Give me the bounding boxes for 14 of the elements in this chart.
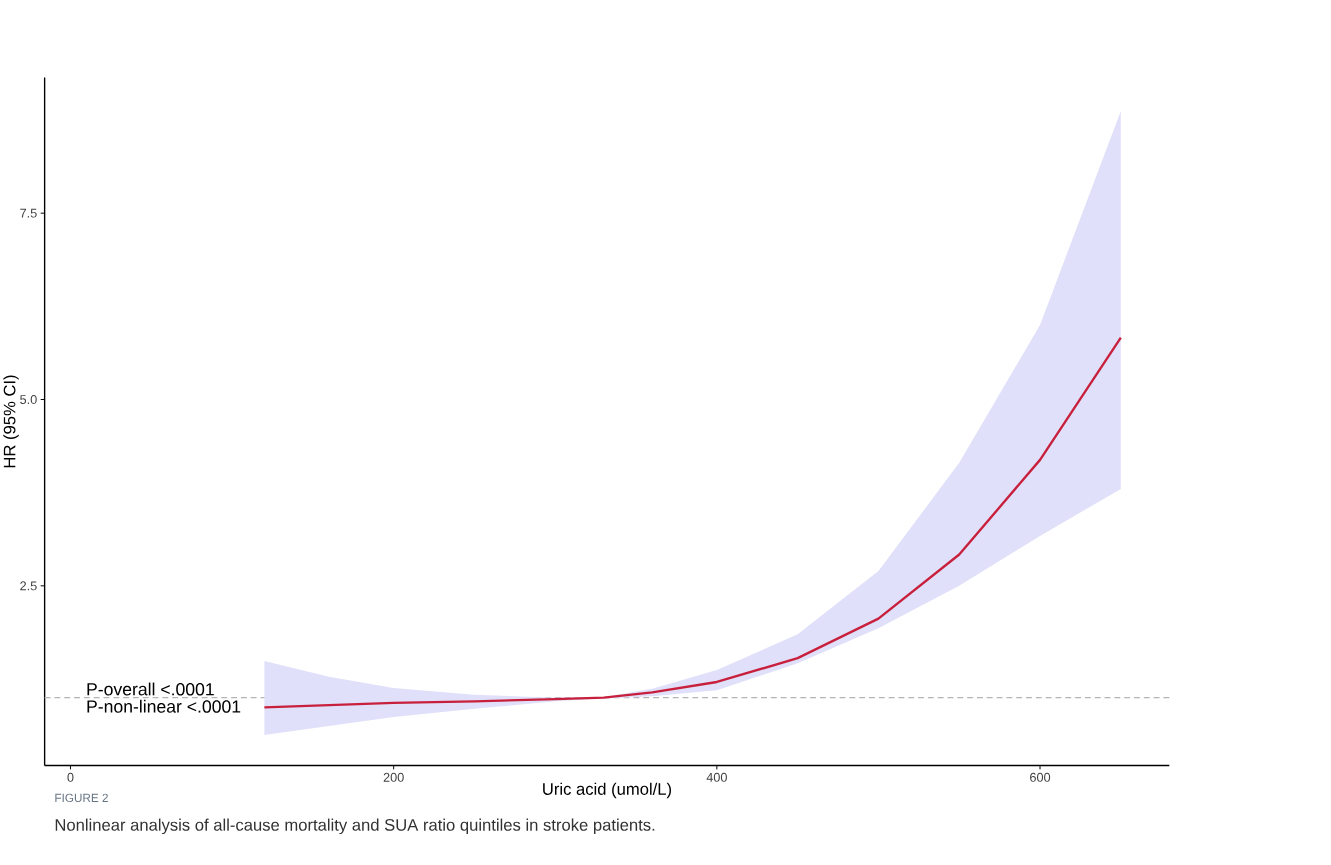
x-tick-label: 0 [67,773,74,783]
x-tick-label: 400 [706,773,727,783]
x-axis-title: Uric acid (umol/L) [543,782,672,799]
line-series [263,336,1122,709]
x-tick-label: 600 [1030,773,1051,783]
y-axis-title: HR (95% CI) [3,375,19,468]
annotation: P-non-linear <.0001 [87,699,241,713]
annotation: P-overall <.0001 [87,682,214,696]
text: Nonlinear analysis of all-cause mortality and SUA ratio quintiles in stroke patients. [55,818,655,835]
y-tick-label: 2.5 [20,581,37,591]
x-tick-label: 200 [383,773,404,783]
caption: FIGURE 2 [55,793,108,803]
y-tick-label: 5.0 [20,395,37,405]
y-tick-label: 7.5 [20,208,37,218]
